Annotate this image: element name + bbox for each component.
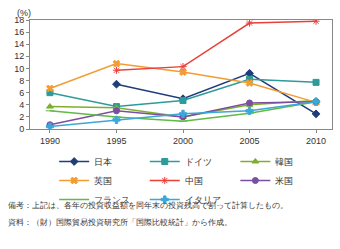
svg-text:(%): (%) (17, 8, 31, 18)
svg-text:備考：上記は、各年の投資収益額を同年末の投資残高で割って計算: 備考：上記は、各年の投資収益額を同年末の投資残高で割って計算したもの。 (8, 201, 288, 210)
svg-text:2000: 2000 (173, 136, 193, 146)
svg-text:ドイツ: ドイツ (185, 157, 212, 167)
svg-text:6: 6 (19, 88, 24, 98)
svg-text:中国: 中国 (185, 176, 203, 186)
svg-text:14: 14 (14, 39, 24, 49)
svg-text:0: 0 (19, 124, 24, 134)
svg-text:4: 4 (19, 100, 24, 110)
svg-text:フランス: フランス (94, 195, 130, 205)
svg-text:16: 16 (14, 27, 24, 37)
svg-text:1990: 1990 (40, 136, 60, 146)
svg-text:8: 8 (19, 76, 24, 86)
svg-text:2: 2 (19, 112, 24, 122)
svg-text:米国: 米国 (275, 176, 293, 186)
svg-text:10: 10 (14, 64, 24, 74)
svg-text:英国: 英国 (94, 176, 112, 186)
svg-text:韓国: 韓国 (275, 157, 293, 167)
svg-text:資料：（財）国際貿易投資研究所「国際比較統計」から作成。: 資料：（財）国際貿易投資研究所「国際比較統計」から作成。 (8, 218, 232, 227)
svg-text:日本: 日本 (94, 157, 112, 167)
svg-text:1995: 1995 (106, 136, 126, 146)
svg-text:18: 18 (14, 15, 24, 25)
svg-text:12: 12 (14, 51, 24, 61)
svg-text:2005: 2005 (240, 136, 260, 146)
svg-text:2010: 2010 (306, 136, 326, 146)
svg-text:イタリア: イタリア (185, 195, 221, 205)
